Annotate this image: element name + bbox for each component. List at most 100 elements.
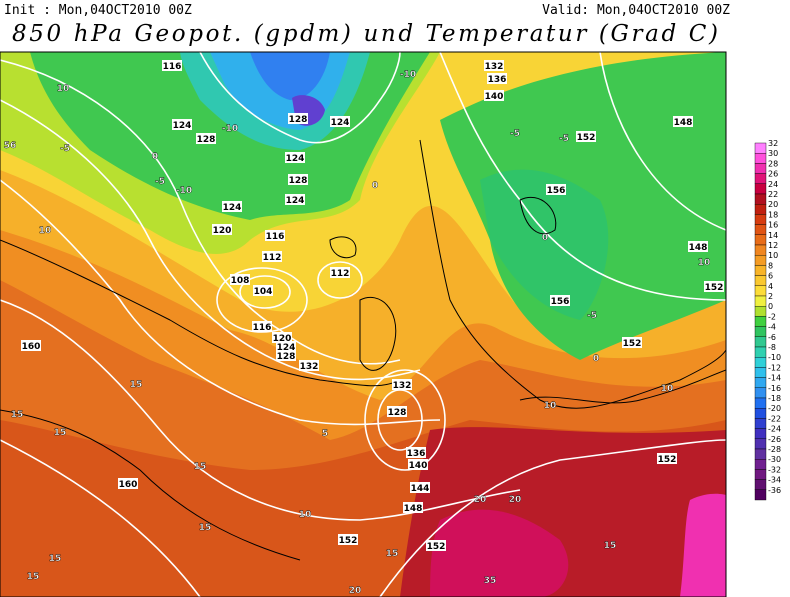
contour-label: 15 bbox=[194, 462, 207, 472]
colorbar-label: 28 bbox=[768, 159, 778, 168]
contour-label: 0 bbox=[593, 354, 599, 364]
colorbar-label: -4 bbox=[768, 323, 776, 332]
coastlines bbox=[0, 139, 726, 561]
contour-label: 15 bbox=[11, 410, 24, 420]
colorbar-swatch bbox=[754, 377, 767, 389]
contour-label-box bbox=[403, 502, 423, 513]
contour-label-box bbox=[688, 241, 708, 252]
colorbar-swatch bbox=[754, 203, 767, 215]
colorbar-swatch bbox=[754, 357, 767, 368]
colorbar-label: -8 bbox=[768, 343, 776, 352]
contour-label-box bbox=[338, 534, 358, 545]
contour-label: -5 bbox=[559, 134, 569, 144]
colorbar-label: -20 bbox=[768, 404, 781, 413]
contour-label: 15 bbox=[49, 554, 62, 564]
colorbar-swatch bbox=[754, 489, 767, 501]
colorbar-swatch bbox=[754, 387, 767, 399]
contour-label-box bbox=[288, 113, 308, 124]
contour-label: 152 bbox=[658, 455, 677, 465]
contour-label: -5 bbox=[510, 129, 520, 139]
contour-label-box bbox=[299, 360, 319, 371]
map-title: 850 hPa Geopot. (gpdm) und Temperatur (G… bbox=[12, 21, 718, 47]
colorbar-swatch bbox=[754, 346, 767, 358]
contour-label: 0 bbox=[542, 233, 548, 243]
colorbar-swatch bbox=[754, 428, 767, 440]
contour-label: 152 bbox=[577, 133, 596, 143]
contour-label-box bbox=[276, 350, 296, 361]
contour-label-box bbox=[285, 194, 305, 205]
colorbar-swatch bbox=[754, 285, 767, 297]
colorbar-label: 2 bbox=[768, 292, 773, 301]
colorbar-swatch bbox=[754, 367, 767, 378]
contour-label: 15 bbox=[54, 428, 67, 438]
colorbar-label: 14 bbox=[768, 231, 778, 240]
contour-label-box bbox=[222, 201, 242, 212]
contour-label-box bbox=[285, 152, 305, 163]
contour-label: 120 bbox=[213, 226, 232, 236]
contour-label: 116 bbox=[253, 323, 272, 333]
contour-label: 15 bbox=[199, 523, 212, 533]
contour-label-box bbox=[172, 119, 192, 130]
contour-label-box bbox=[162, 60, 182, 71]
contour-label-box bbox=[288, 174, 308, 185]
colorbar-label: -14 bbox=[768, 374, 781, 383]
contour-label-box bbox=[657, 453, 677, 464]
contour-label: 10 bbox=[544, 401, 557, 411]
contour-label-box bbox=[576, 131, 596, 142]
colorbar-swatch bbox=[754, 448, 767, 460]
contour-label: 148 bbox=[674, 118, 693, 128]
contour-label-box bbox=[406, 447, 426, 458]
contour-label: 148 bbox=[404, 504, 423, 514]
contour-label: 128 bbox=[289, 176, 308, 186]
colorbar-label: -28 bbox=[768, 445, 781, 454]
contour-label: 20 bbox=[509, 495, 522, 505]
contour-label-box bbox=[622, 337, 642, 348]
colorbar-label: 12 bbox=[768, 241, 778, 250]
colorbar-swatch bbox=[754, 214, 767, 225]
contour-label-box bbox=[673, 116, 693, 127]
colorbar-swatch bbox=[754, 142, 767, 154]
contour-label: 35 bbox=[484, 576, 497, 586]
colorbar-swatch bbox=[754, 234, 767, 246]
contour-label: 128 bbox=[197, 135, 216, 145]
contour-label: 152 bbox=[705, 283, 724, 293]
colorbar-swatch bbox=[754, 408, 767, 419]
contour-label: 136 bbox=[488, 75, 507, 85]
contour-label-box bbox=[546, 184, 566, 195]
colorbar-label: 20 bbox=[768, 200, 778, 209]
colorbar-label: 8 bbox=[768, 261, 773, 270]
contour-label: 124 bbox=[173, 121, 192, 131]
contour-label: 160 bbox=[22, 342, 41, 352]
contour-label-box bbox=[212, 224, 232, 235]
contour-label: 128 bbox=[277, 352, 296, 362]
colorbar-label: 30 bbox=[768, 149, 778, 158]
colorbar-label: -34 bbox=[768, 476, 781, 485]
colorbar-swatch bbox=[754, 306, 767, 317]
colorbar-swatch bbox=[754, 479, 767, 491]
contour-label: 104 bbox=[254, 287, 273, 297]
contour-label-box bbox=[253, 285, 273, 296]
colorbar-label: 32 bbox=[768, 139, 778, 148]
colorbar-label: -22 bbox=[768, 414, 781, 423]
contour-label: 128 bbox=[289, 115, 308, 125]
contour-label: 116 bbox=[266, 232, 285, 242]
init-label: Init : Mon,04OCT2010 00Z bbox=[4, 3, 192, 18]
contour-label-box bbox=[21, 340, 41, 351]
colorbar-swatch bbox=[754, 459, 767, 470]
contour-label: 15 bbox=[130, 380, 143, 390]
colorbar-label: -2 bbox=[768, 312, 776, 321]
contour-label: 160 bbox=[119, 480, 138, 490]
contour-label: 10 bbox=[39, 226, 52, 236]
colorbar-label: -24 bbox=[768, 425, 781, 434]
contour-label-box bbox=[330, 116, 350, 127]
contour-label: 15 bbox=[604, 541, 617, 551]
contour-label: -10 bbox=[222, 124, 238, 134]
contour-label-box bbox=[392, 379, 412, 390]
contour-label: 116 bbox=[163, 62, 182, 72]
contour-label: 120 bbox=[273, 334, 292, 344]
contour-label: 15 bbox=[27, 572, 40, 582]
contour-label: 152 bbox=[623, 339, 642, 349]
colorbar-label: 6 bbox=[768, 272, 773, 281]
colorbar-swatch bbox=[754, 469, 767, 480]
